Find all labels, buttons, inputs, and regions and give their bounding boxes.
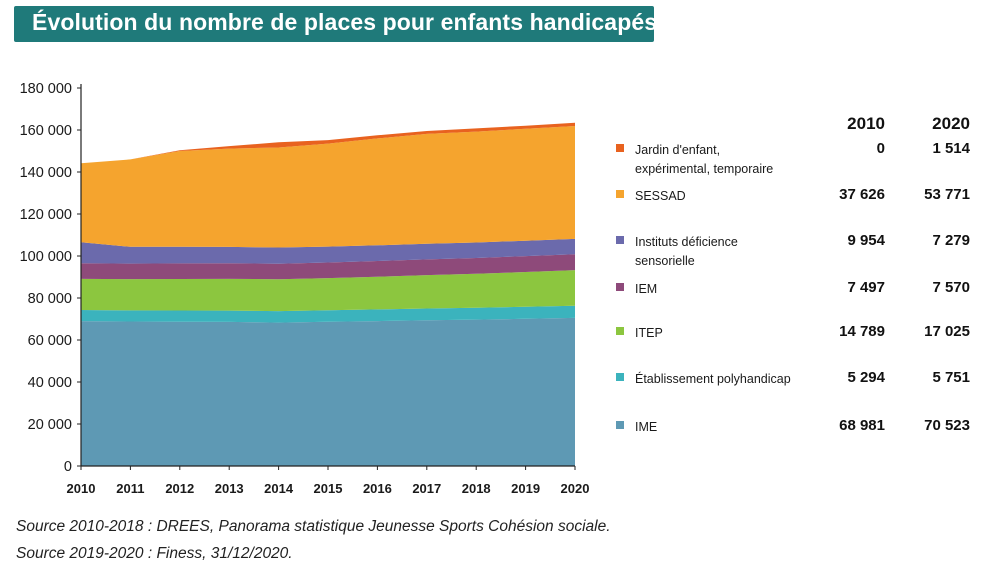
legend-label: Instituts déficience sensorielle [635, 233, 825, 271]
legend-swatch [616, 236, 624, 244]
x-tick-label: 2018 [462, 481, 491, 496]
x-tick-label: 2012 [165, 481, 194, 496]
x-tick-label: 2010 [67, 481, 96, 496]
legend-value-2010: 68 981 [839, 417, 885, 434]
area-jardin-d-enfant-exp-rimental-temporaire [81, 122, 575, 164]
title-banner: Évolution du nombre de places pour enfan… [14, 6, 658, 42]
legend-swatch [616, 144, 624, 152]
legend-swatch [616, 327, 624, 335]
legend-swatch [616, 190, 624, 198]
area-ime [81, 317, 575, 466]
year-header-2010: 2010 [847, 114, 885, 133]
y-tick-label: 20 000 [28, 417, 72, 433]
area--tablissement-polyhandicap [81, 305, 575, 323]
legend-label-line: SESSAD [635, 189, 686, 203]
source-note-2: Source 2019-2020 : Finess, 31/12/2020. [16, 545, 293, 562]
y-tick-label: 160 000 [20, 123, 72, 139]
chart-title: Évolution du nombre de places pour enfan… [32, 9, 658, 35]
legend-value-2020: 7 279 [932, 232, 970, 249]
legend-swatch [616, 283, 624, 291]
area-sessad [81, 126, 575, 248]
x-tick-label: 2020 [561, 481, 590, 496]
legend-value-2010: 0 [876, 140, 885, 157]
legend-value-2010: 7 497 [847, 279, 885, 296]
area-iem [81, 254, 575, 280]
y-tick-label: 80 000 [28, 291, 72, 307]
legend-value-2010: 37 626 [839, 186, 885, 203]
x-tick-label: 2015 [314, 481, 343, 496]
legend-swatch [616, 373, 624, 381]
x-tick-label: 2011 [116, 481, 144, 496]
x-tick-label: 2019 [511, 481, 540, 496]
y-tick-label: 180 000 [20, 81, 72, 97]
year-header-2020: 2020 [932, 114, 970, 133]
legend-label: IEM [635, 280, 825, 299]
legend-value-2020: 7 570 [932, 279, 970, 296]
area-instituts-d-ficience-sensorielle [81, 238, 575, 264]
legend-label-line: ITEP [635, 326, 663, 340]
y-tick-label: 120 000 [20, 207, 72, 223]
legend-label: Établissement polyhandicap [635, 370, 825, 389]
legend-label-line: IEM [635, 282, 658, 296]
y-tick-label: 60 000 [28, 333, 72, 349]
legend-value-2020: 53 771 [924, 186, 970, 203]
legend-value-2020: 70 523 [924, 417, 970, 434]
legend-label-line: expérimental, temporaire [635, 162, 774, 176]
legend-label-line: IME [635, 420, 658, 434]
legend-label: Jardin d'enfant, expérimental, temporaire [635, 141, 825, 179]
y-tick-label: 100 000 [20, 249, 72, 265]
x-tick-label: 2017 [412, 481, 441, 496]
legend-label-line: Établissement polyhandicap [635, 372, 791, 386]
source-note-1: Source 2010-2018 : DREES, Panorama stati… [16, 518, 611, 535]
legend-value-2020: 1 514 [932, 140, 970, 157]
legend-value-2020: 17 025 [924, 323, 970, 340]
legend-label: IME [635, 418, 825, 437]
y-tick-label: 0 [64, 459, 72, 475]
legend-value-2010: 5 294 [847, 369, 885, 386]
x-tick-label: 2014 [264, 481, 294, 496]
area-itep [81, 270, 575, 312]
legend-swatch [616, 421, 624, 429]
legend-label: ITEP [635, 324, 825, 343]
x-tick-label: 2016 [363, 481, 392, 496]
x-tick-label: 2013 [215, 481, 244, 496]
legend-value-2010: 14 789 [839, 323, 885, 340]
legend-value-2010: 9 954 [847, 232, 885, 249]
legend-label-line: Jardin d'enfant, [635, 143, 721, 157]
y-tick-label: 40 000 [28, 375, 72, 391]
legend-label-line: Instituts déficience [635, 235, 738, 249]
legend-value-2020: 5 751 [932, 369, 970, 386]
legend-label-line: sensorielle [635, 254, 695, 268]
legend-label: SESSAD [635, 187, 825, 206]
y-tick-label: 140 000 [20, 165, 72, 181]
